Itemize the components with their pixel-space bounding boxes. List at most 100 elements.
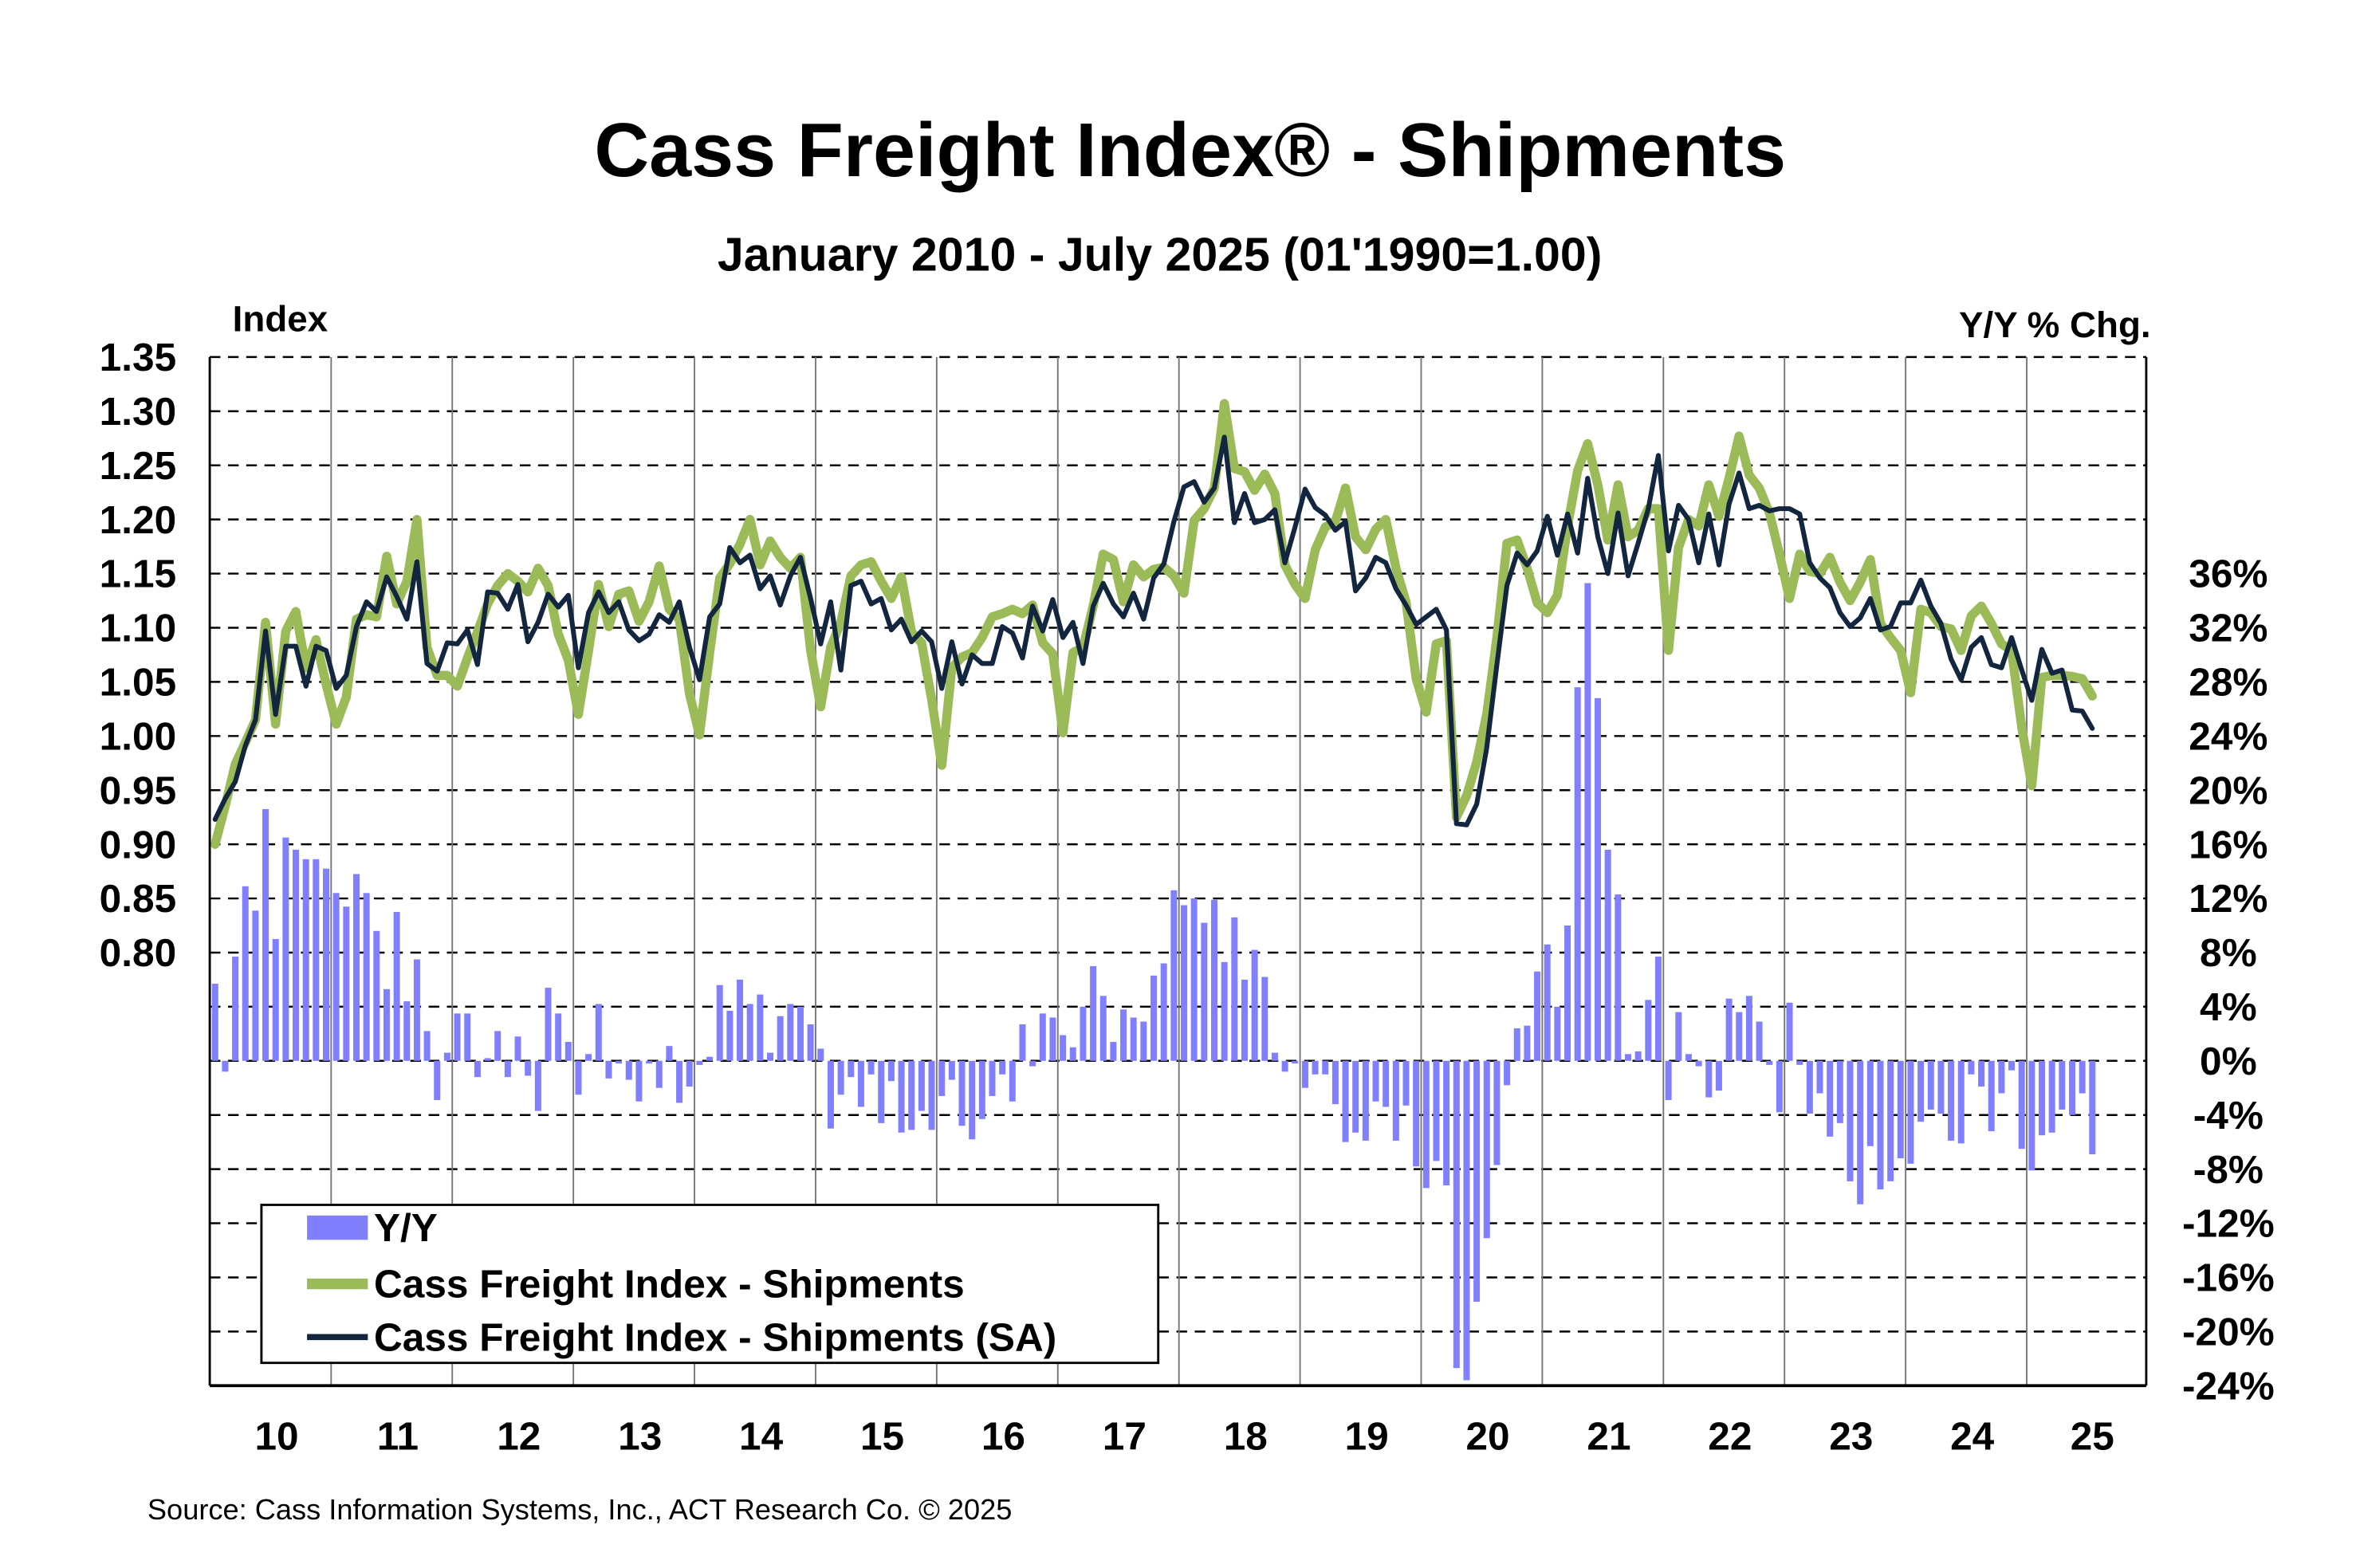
yy-bar bbox=[211, 984, 218, 1061]
yy-bar bbox=[746, 1004, 753, 1061]
yy-bar bbox=[867, 1060, 875, 1075]
yy-bar bbox=[323, 868, 330, 1061]
yy-bar bbox=[766, 1052, 774, 1061]
right-tick-label: 12% bbox=[2189, 876, 2268, 921]
yy-bar bbox=[1413, 1060, 1420, 1167]
year-tick-label: 20 bbox=[1466, 1413, 1510, 1458]
yy-bar bbox=[373, 930, 380, 1061]
yy-bar bbox=[777, 1016, 784, 1061]
yy-bar bbox=[1130, 1017, 1137, 1061]
yy-bar bbox=[1534, 971, 1541, 1061]
shipments-sa-line bbox=[212, 434, 2095, 827]
yy-bar bbox=[787, 1004, 794, 1061]
yy-bar bbox=[454, 1013, 461, 1061]
yy-bar bbox=[332, 893, 340, 1061]
yy-bar bbox=[625, 1060, 632, 1080]
yy-bar bbox=[1473, 1060, 1481, 1303]
year-tick-label: 13 bbox=[618, 1413, 662, 1458]
yy-bar bbox=[1544, 944, 1551, 1061]
yy-bar bbox=[1493, 1060, 1501, 1165]
yy-bar bbox=[1513, 1028, 1520, 1061]
left-tick-label: 0.80 bbox=[100, 930, 176, 975]
yy-bar bbox=[1301, 1060, 1308, 1088]
yy-bar bbox=[1504, 1060, 1511, 1086]
yy-bar bbox=[1352, 1060, 1359, 1133]
yy-bar bbox=[918, 1060, 925, 1111]
yy-bar bbox=[796, 1006, 804, 1061]
yy-bar bbox=[1150, 975, 1158, 1061]
yy-bar bbox=[1715, 1060, 1722, 1091]
yy-bar bbox=[938, 1060, 946, 1096]
yy-bar bbox=[545, 988, 552, 1061]
yy-bar bbox=[1978, 1060, 1985, 1087]
yy-bar bbox=[1806, 1060, 1813, 1114]
yy-bar bbox=[1745, 996, 1752, 1061]
yy-bar bbox=[817, 1048, 824, 1061]
yy-bar bbox=[1615, 894, 1622, 1061]
yy-bar bbox=[1210, 899, 1217, 1061]
left-tick-label: 1.05 bbox=[100, 660, 176, 705]
yy-bar bbox=[1483, 1060, 1490, 1239]
left-tick-label: 0.85 bbox=[100, 876, 176, 921]
yy-bar bbox=[1634, 1051, 1642, 1061]
right-tick-label: -12% bbox=[2182, 1201, 2275, 1246]
legend-label-sa: Cass Freight Index - Shipments (SA) bbox=[374, 1315, 1056, 1359]
source-note: Source: Cass Information Systems, Inc., … bbox=[147, 1493, 1013, 1526]
yy-bar bbox=[383, 988, 390, 1061]
yy-bar bbox=[2018, 1060, 2025, 1149]
left-tick-label: 1.10 bbox=[100, 606, 176, 650]
yy-bar bbox=[635, 1060, 643, 1102]
right-tick-label: -8% bbox=[2193, 1147, 2264, 1192]
yy-bar bbox=[282, 837, 289, 1061]
yy-bar bbox=[1019, 1024, 1026, 1061]
yy-bar bbox=[1453, 1060, 1460, 1369]
right-tick-label: 0% bbox=[2200, 1039, 2257, 1083]
yy-bar bbox=[2008, 1060, 2016, 1071]
index-lines bbox=[210, 399, 2097, 849]
yy-bar bbox=[1957, 1060, 1965, 1144]
yy-bar bbox=[2028, 1060, 2035, 1171]
yy-bar bbox=[1816, 1060, 1823, 1094]
yy-bar bbox=[1705, 1060, 1713, 1098]
left-tick-label: 0.95 bbox=[100, 768, 176, 812]
year-tick-label: 11 bbox=[377, 1413, 419, 1458]
yy-bar bbox=[363, 893, 370, 1061]
left-tick-label: 1.15 bbox=[100, 552, 176, 596]
yy-bar bbox=[1584, 583, 1591, 1061]
yy-bar bbox=[1251, 949, 1258, 1061]
yy-bar bbox=[1564, 925, 1571, 1061]
right-tick-label: 36% bbox=[2189, 552, 2268, 596]
yy-bar bbox=[898, 1060, 905, 1133]
right-tick-label: 28% bbox=[2189, 660, 2268, 705]
legend-swatch-yy bbox=[307, 1215, 368, 1240]
yy-bar bbox=[232, 957, 239, 1061]
yy-bar bbox=[2048, 1060, 2055, 1133]
right-axis-label: Y/Y % Chg. bbox=[1959, 305, 2151, 345]
year-tick-label: 15 bbox=[860, 1413, 904, 1458]
right-tick-label: -20% bbox=[2182, 1310, 2275, 1354]
yy-bar bbox=[1554, 1006, 1561, 1061]
yy-bar bbox=[1776, 1060, 1783, 1113]
yy-bar bbox=[1049, 1017, 1056, 1061]
left-tick-label: 1.00 bbox=[100, 713, 176, 758]
yy-bar bbox=[655, 1060, 663, 1088]
yy-bar bbox=[1524, 1025, 1531, 1061]
left-tick-label: 1.25 bbox=[100, 443, 176, 488]
yy-bar bbox=[2059, 1060, 2066, 1110]
yy-bar bbox=[413, 959, 420, 1061]
yy-bar bbox=[1907, 1060, 1914, 1164]
yy-bar bbox=[686, 1060, 693, 1087]
yy-bar bbox=[252, 910, 259, 1061]
yy-bar bbox=[262, 808, 269, 1061]
yy-bar bbox=[1443, 1060, 1450, 1185]
yy-bar bbox=[1080, 1006, 1087, 1061]
yy-bar bbox=[1322, 1060, 1329, 1075]
yy-bar bbox=[1968, 1060, 1975, 1075]
yy-bar bbox=[1857, 1060, 1864, 1204]
yy-bars bbox=[211, 583, 2096, 1381]
yy-bar bbox=[1887, 1060, 1894, 1181]
year-tick-label: 24 bbox=[1950, 1413, 1995, 1458]
yy-bar bbox=[1917, 1060, 1925, 1122]
yy-bar bbox=[474, 1060, 481, 1078]
yy-bar bbox=[393, 912, 400, 1061]
